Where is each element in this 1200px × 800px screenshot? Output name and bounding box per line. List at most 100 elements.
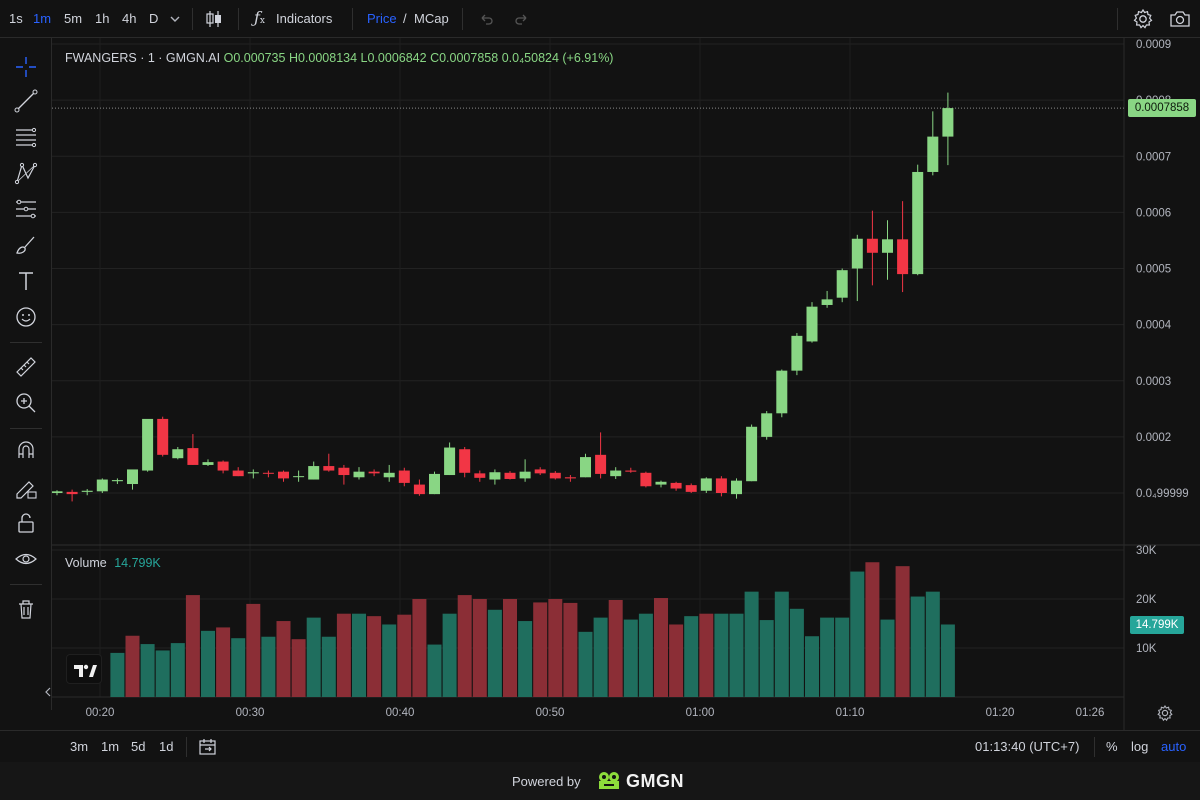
top-toolbar: 1s 1m 5m 1h 4h D ƒx Indicators Price / M… (0, 0, 1200, 38)
price-axis-tick: 0.0002 (1136, 432, 1171, 444)
volume-bar (503, 599, 517, 697)
timeframe-5m[interactable]: 5m (64, 11, 83, 26)
candle-body (338, 467, 350, 476)
volume-bar (608, 599, 623, 697)
candle-body (670, 482, 682, 489)
candle-body (776, 370, 788, 414)
volume-bar (654, 598, 668, 697)
candle-body (217, 461, 229, 471)
volume-bar (321, 636, 336, 697)
last-volume-tag: 14.799K (1130, 616, 1184, 634)
gmgn-brand: GMGN (626, 771, 684, 791)
volume-bar (729, 613, 744, 697)
timeframe-4h[interactable]: 4h (122, 11, 137, 26)
pattern-tool-icon[interactable] (13, 160, 39, 186)
volume-bar (714, 613, 729, 697)
gmgn-frog-logo-icon (599, 772, 619, 789)
auto-scale-toggle[interactable]: auto (1161, 739, 1187, 754)
open-value: O0.000735 (223, 51, 286, 65)
date-range-calendar-icon[interactable] (197, 737, 219, 757)
undo-icon[interactable] (478, 11, 494, 27)
volume-bar (125, 635, 140, 697)
timeframe-1m[interactable]: 1m (33, 11, 52, 26)
redo-icon[interactable] (514, 11, 530, 27)
toolbar-divider (352, 8, 353, 30)
lock-drawing-icon[interactable] (13, 474, 39, 500)
candle-body (836, 270, 848, 298)
volume-bar (427, 644, 442, 697)
visibility-eye-icon[interactable] (13, 546, 39, 572)
time-axis-tick: 00:20 (86, 707, 115, 719)
high-value: H0.0008134 (288, 51, 358, 65)
timeframe-D[interactable]: D (149, 11, 159, 26)
candle-body (897, 239, 909, 275)
toolbar-divider (186, 737, 187, 757)
crosshair-icon[interactable] (13, 54, 39, 80)
chevron-down-icon[interactable] (169, 13, 181, 25)
candle-body (715, 478, 727, 493)
horizontal-lines-icon[interactable] (13, 124, 39, 150)
timeframe-1s[interactable]: 1s (9, 11, 23, 26)
candle-body (700, 478, 712, 491)
lock-icon[interactable] (13, 510, 39, 536)
candle-body (444, 447, 456, 476)
candle-body (308, 466, 320, 480)
candle-body (761, 413, 773, 437)
indicators-button[interactable]: Indicators (276, 11, 333, 26)
function-icon[interactable]: ƒx (254, 8, 265, 27)
range-1m[interactable]: 1m (101, 739, 120, 754)
log-scale-toggle[interactable]: log (1131, 739, 1149, 754)
text-tool-icon[interactable] (13, 268, 39, 294)
candle-body (51, 491, 63, 493)
candlestick-type-icon[interactable] (204, 9, 224, 29)
fib-tools-icon[interactable] (13, 196, 39, 222)
last-price-tag: 0.0007858 (1128, 99, 1196, 117)
candle-body (66, 491, 78, 495)
candle-body (474, 473, 486, 478)
volume-bar (291, 639, 306, 697)
powered-by-footer: Powered by GMGN (0, 762, 1200, 800)
mcap-toggle[interactable]: MCap (414, 11, 449, 26)
range-5d[interactable]: 5d (131, 739, 146, 754)
candle-body (942, 108, 954, 137)
ruler-icon[interactable] (13, 354, 39, 380)
range-1d[interactable]: 1d (159, 739, 174, 754)
candle-body (262, 472, 274, 474)
volume-bar (201, 630, 215, 697)
timeframe-1h[interactable]: 1h (95, 11, 110, 26)
toolbar-divider (1117, 8, 1118, 30)
change-value: 0.0₄50824 (+6.91%) (501, 51, 614, 65)
percent-scale-toggle[interactable]: % (1106, 739, 1118, 754)
magnet-icon[interactable] (13, 438, 39, 464)
trend-line-icon[interactable] (13, 88, 39, 114)
price-chart[interactable]: 0.00090.00080.00070.00060.00050.00040.00… (0, 0, 1200, 730)
chart-settings-icon[interactable] (1156, 704, 1174, 722)
volume-bar (533, 602, 548, 697)
volume-bar (306, 617, 321, 697)
candle-body (640, 472, 652, 487)
brush-icon[interactable] (13, 232, 39, 258)
range-3m[interactable]: 3m (70, 739, 89, 754)
price-toggle[interactable]: Price (367, 11, 397, 26)
close-value: C0.0007858 (430, 51, 499, 65)
clock-display[interactable]: 01:13:40 (UTC+7) (975, 739, 1080, 754)
emoji-icon[interactable] (13, 304, 39, 330)
volume-bar (744, 591, 759, 697)
collapse-arrow-icon[interactable] (44, 686, 52, 698)
camera-snapshot-icon[interactable] (1168, 8, 1192, 30)
volume-bar (352, 613, 366, 697)
volume-label: Volume (65, 556, 107, 570)
tradingview-logo[interactable] (66, 654, 102, 684)
volume-bar (276, 621, 291, 697)
price-axis-tick: 0.0004 (1136, 320, 1172, 332)
volume-bar (774, 591, 789, 697)
trash-icon[interactable] (13, 596, 39, 622)
settings-gear-icon[interactable] (1132, 8, 1154, 30)
toolbar-divider (10, 428, 42, 429)
candle-body (851, 238, 863, 269)
volume-bar (185, 595, 200, 697)
volume-bar (910, 596, 925, 697)
zoom-in-icon[interactable] (13, 390, 39, 416)
toolbar-divider (192, 8, 193, 30)
volume-bar (412, 599, 427, 697)
